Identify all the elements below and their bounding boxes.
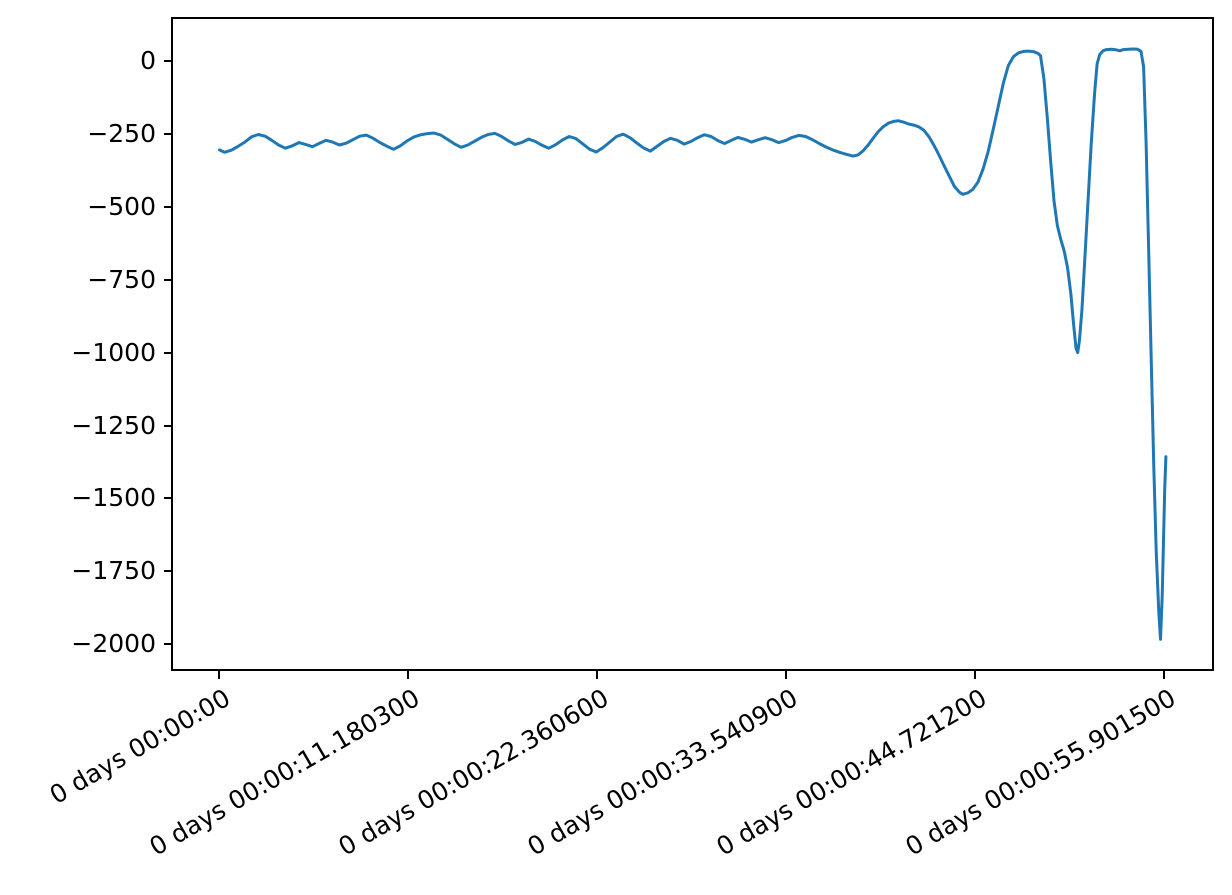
- y-tick-label: −1750: [71, 556, 156, 585]
- y-tick-label: −1500: [71, 483, 156, 512]
- y-tick-mark: [164, 497, 172, 499]
- x-tick-mark: [974, 671, 976, 679]
- chart-svg: [218, 47, 1168, 641]
- x-tick-mark: [785, 671, 787, 679]
- y-tick-label: 0: [140, 46, 156, 75]
- y-tick-mark: [164, 133, 172, 135]
- x-tick-label: 0 days 00:00:55.901500: [900, 683, 1180, 862]
- y-tick-label: −1250: [71, 411, 156, 440]
- x-tick-mark: [596, 671, 598, 679]
- x-tick-mark: [1163, 671, 1165, 679]
- series-line: [218, 47, 1168, 641]
- y-tick-mark: [164, 425, 172, 427]
- y-tick-mark: [164, 60, 172, 62]
- y-tick-label: −1000: [71, 338, 156, 367]
- y-tick-label: −2000: [71, 629, 156, 658]
- x-tick-mark: [407, 671, 409, 679]
- x-tick-mark: [218, 671, 220, 679]
- y-tick-label: −250: [87, 119, 156, 148]
- y-tick-label: −750: [87, 265, 156, 294]
- y-tick-mark: [164, 279, 172, 281]
- y-tick-mark: [164, 643, 172, 645]
- y-tick-mark: [164, 206, 172, 208]
- y-tick-label: −500: [87, 192, 156, 221]
- y-tick-mark: [164, 352, 172, 354]
- plot-area: [171, 17, 1214, 671]
- y-tick-mark: [164, 570, 172, 572]
- x-tick-label-anchor: 0 days 00:00:55.901500: [860, 683, 1180, 861]
